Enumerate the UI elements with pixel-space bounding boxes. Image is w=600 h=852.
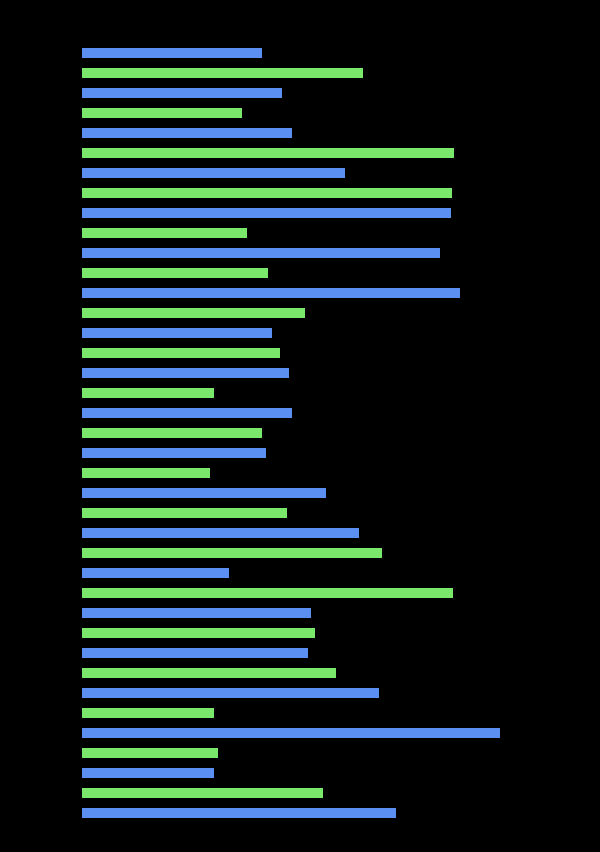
- bar-21: [82, 468, 210, 478]
- bar-0: [82, 48, 262, 58]
- bar-35: [82, 748, 218, 758]
- bar-12: [82, 288, 460, 298]
- bar-6: [82, 168, 345, 178]
- bar-34: [82, 728, 500, 738]
- bar-17: [82, 388, 214, 398]
- bar-4: [82, 128, 292, 138]
- bar-31: [82, 668, 336, 678]
- bar-8: [82, 208, 451, 218]
- bar-5: [82, 148, 454, 158]
- bar-19: [82, 428, 262, 438]
- bar-20: [82, 448, 266, 458]
- bar-37: [82, 788, 323, 798]
- bar-13: [82, 308, 305, 318]
- bar-26: [82, 568, 229, 578]
- bar-28: [82, 608, 311, 618]
- bar-25: [82, 548, 382, 558]
- bar-18: [82, 408, 292, 418]
- bar-16: [82, 368, 289, 378]
- horizontal-bar-chart: [0, 0, 600, 852]
- bar-2: [82, 88, 282, 98]
- bar-33: [82, 708, 214, 718]
- bar-9: [82, 228, 247, 238]
- bar-32: [82, 688, 379, 698]
- bar-38: [82, 808, 396, 818]
- bar-29: [82, 628, 315, 638]
- bar-15: [82, 348, 280, 358]
- bar-24: [82, 528, 359, 538]
- bar-1: [82, 68, 363, 78]
- bar-36: [82, 768, 214, 778]
- bar-11: [82, 268, 268, 278]
- bar-7: [82, 188, 452, 198]
- bar-23: [82, 508, 287, 518]
- bar-30: [82, 648, 308, 658]
- bar-3: [82, 108, 242, 118]
- bar-10: [82, 248, 440, 258]
- bar-22: [82, 488, 326, 498]
- bar-27: [82, 588, 453, 598]
- bar-14: [82, 328, 272, 338]
